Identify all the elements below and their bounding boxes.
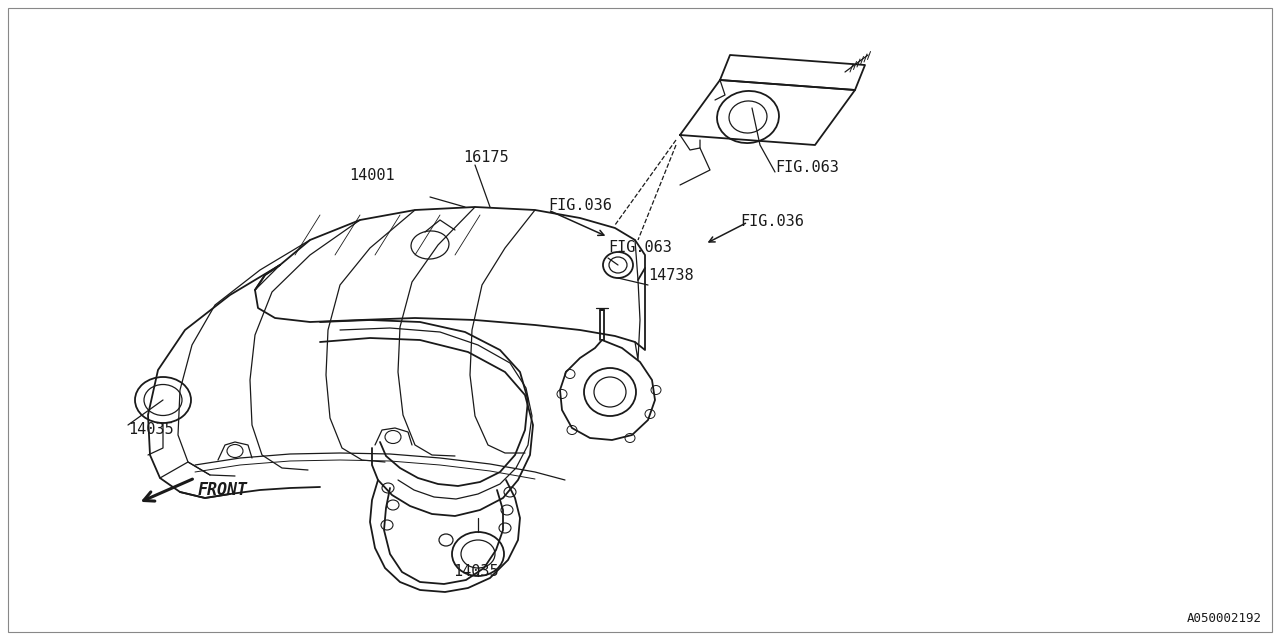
Text: FIG.036: FIG.036 [740, 214, 804, 230]
Text: 14035: 14035 [453, 564, 499, 579]
Text: FIG.036: FIG.036 [548, 198, 612, 212]
Text: FIG.063: FIG.063 [608, 241, 672, 255]
Text: 14035: 14035 [128, 422, 174, 438]
Text: 14738: 14738 [648, 268, 694, 282]
Text: FIG.063: FIG.063 [774, 159, 838, 175]
Text: 16175: 16175 [463, 150, 508, 166]
Text: 14001: 14001 [349, 168, 396, 182]
Text: FRONT: FRONT [198, 481, 248, 499]
Text: A050002192: A050002192 [1187, 612, 1262, 625]
